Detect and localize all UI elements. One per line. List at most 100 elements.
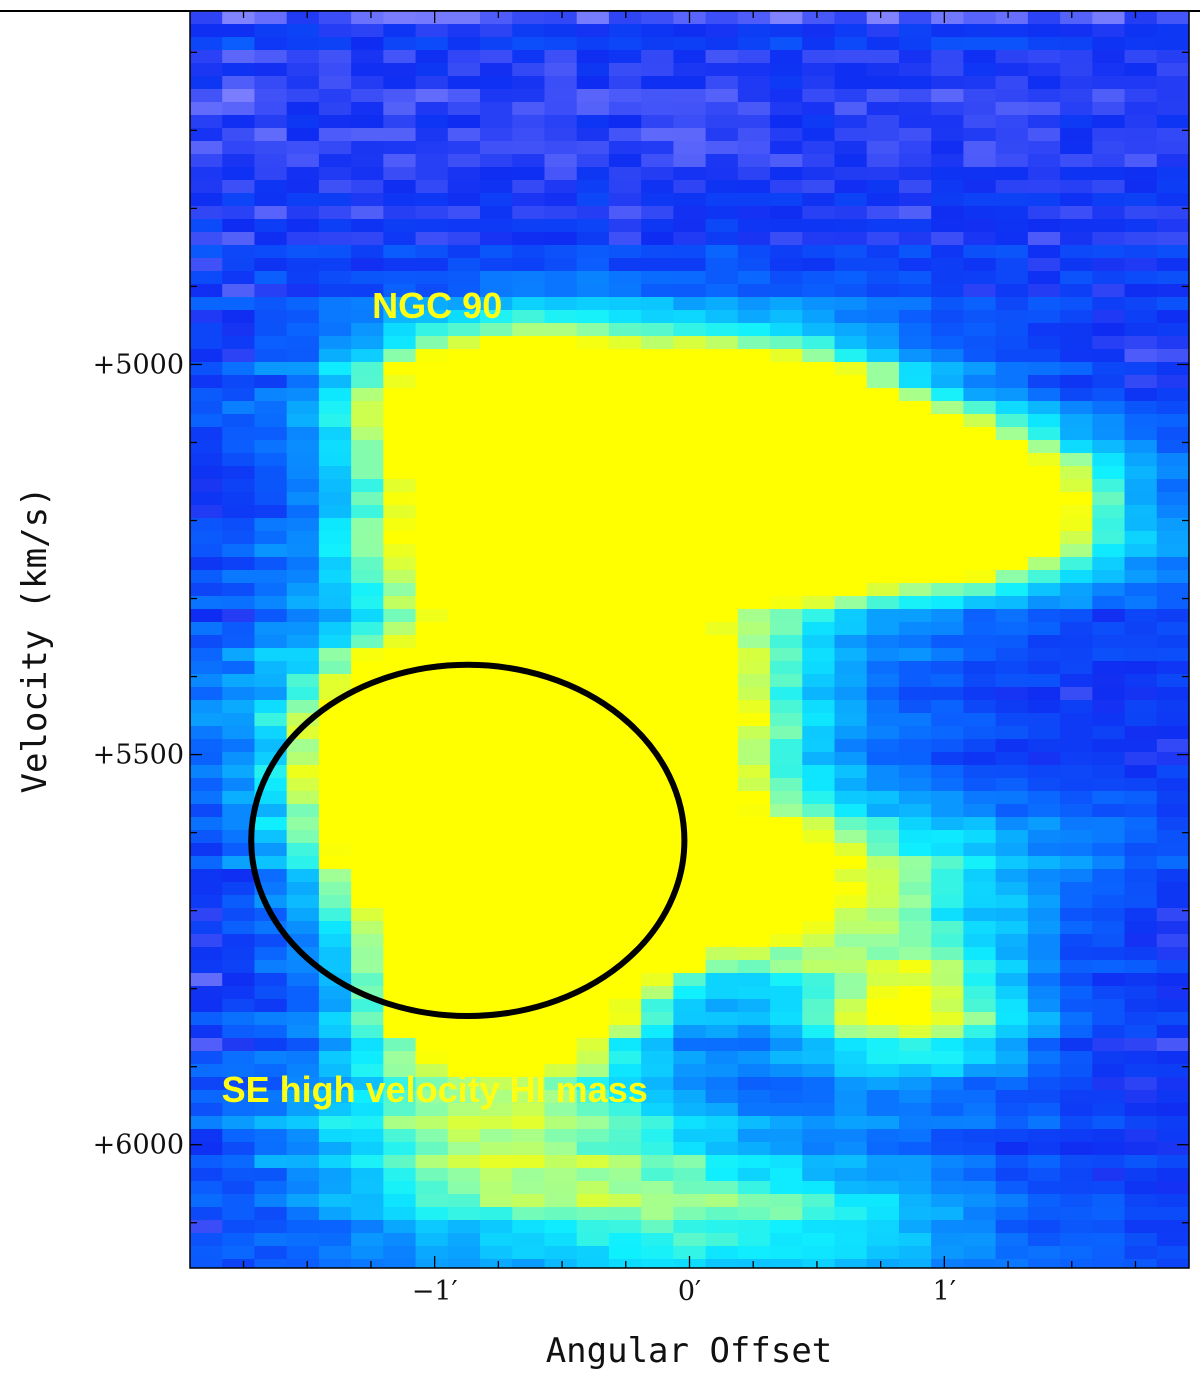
heatmap-cell	[834, 466, 868, 480]
heatmap-cell	[544, 843, 578, 857]
heatmap-cell	[608, 531, 642, 545]
heatmap-cell	[447, 167, 481, 181]
heatmap-cell	[383, 258, 417, 272]
heatmap-cell	[608, 596, 642, 610]
heatmap-cell	[866, 180, 900, 194]
heatmap-cell	[512, 1090, 546, 1104]
heatmap-cell	[770, 856, 803, 870]
heatmap-cell	[480, 1233, 513, 1247]
heatmap-cell	[898, 115, 932, 129]
heatmap-cell	[770, 310, 803, 324]
heatmap-cell	[866, 882, 900, 896]
heatmap-cell	[222, 141, 256, 155]
heatmap-cell	[1092, 661, 1126, 675]
heatmap-cell	[447, 986, 481, 1000]
heatmap-cell	[286, 622, 320, 636]
heatmap-cell	[770, 882, 803, 896]
heatmap-cell	[770, 830, 803, 844]
heatmap-cell	[1156, 1077, 1190, 1091]
heatmap-cell	[770, 1168, 803, 1182]
heatmap-cell	[737, 648, 771, 662]
heatmap-cell	[608, 24, 642, 38]
heatmap-cell	[673, 349, 707, 363]
heatmap-cell	[995, 1051, 1029, 1065]
heatmap-cell	[866, 830, 900, 844]
heatmap-cell	[318, 414, 352, 428]
heatmap-cell	[737, 739, 771, 753]
heatmap-cell	[770, 24, 803, 38]
heatmap-cell	[866, 245, 900, 259]
heatmap-cell	[1027, 570, 1061, 584]
heatmap-cell	[641, 1142, 674, 1156]
heatmap-cell	[576, 765, 610, 779]
heatmap-cell	[834, 362, 868, 376]
heatmap-cell	[544, 245, 578, 259]
heatmap-cell	[222, 154, 256, 168]
heatmap-cell	[447, 76, 481, 90]
heatmap-cell	[318, 1233, 352, 1247]
heatmap-cell	[1060, 830, 1093, 844]
heatmap-cell	[931, 1025, 965, 1039]
heatmap-cell	[318, 336, 352, 350]
heatmap-cell	[190, 674, 223, 688]
heatmap-cell	[480, 349, 513, 363]
heatmap-cell	[544, 648, 578, 662]
heatmap-cell	[705, 726, 739, 740]
heatmap-cell	[705, 258, 739, 272]
heatmap-cell	[931, 1051, 965, 1065]
heatmap-cell	[963, 37, 997, 51]
heatmap-cell	[544, 453, 578, 467]
heatmap-cell	[190, 102, 223, 116]
heatmap-cell	[1027, 466, 1061, 480]
heatmap-cell	[673, 999, 707, 1013]
heatmap-cell	[447, 1207, 481, 1221]
heatmap-cell	[383, 752, 417, 766]
heatmap-cell	[963, 648, 997, 662]
heatmap-cell	[898, 856, 932, 870]
heatmap-cell	[802, 544, 836, 558]
heatmap-cell	[190, 1090, 223, 1104]
heatmap-cell	[447, 362, 481, 376]
heatmap-cell	[608, 1220, 642, 1234]
heatmap-cell	[1060, 128, 1093, 142]
heatmap-cell	[866, 1142, 900, 1156]
heatmap-cell	[544, 336, 578, 350]
heatmap-cell	[512, 596, 546, 610]
heatmap-cell	[673, 1194, 707, 1208]
heatmap-cell	[351, 895, 384, 909]
heatmap-cell	[222, 1064, 256, 1078]
heatmap-cell	[931, 440, 965, 454]
heatmap-cell	[963, 687, 997, 701]
heatmap-cell	[222, 115, 256, 129]
heatmap-cell	[770, 895, 803, 909]
heatmap-cell	[898, 596, 932, 610]
heatmap-cell	[222, 739, 256, 753]
heatmap-cell	[447, 1103, 481, 1117]
heatmap-cell	[770, 557, 803, 571]
heatmap-cell	[286, 1103, 320, 1117]
heatmap-cell	[641, 89, 674, 103]
heatmap-cell	[866, 791, 900, 805]
heatmap-cell	[286, 765, 320, 779]
heatmap-cell	[802, 63, 836, 77]
heatmap-cell	[931, 570, 965, 584]
heatmap-cell	[254, 180, 288, 194]
heatmap-cell	[705, 310, 739, 324]
heatmap-cell	[1092, 1090, 1126, 1104]
heatmap-cell	[1060, 518, 1093, 532]
heatmap-cell	[641, 999, 674, 1013]
heatmap-cell	[512, 1025, 546, 1039]
heatmap-cell	[383, 37, 417, 51]
heatmap-cell	[415, 1103, 449, 1117]
heatmap-cell	[866, 804, 900, 818]
heatmap-cell	[770, 791, 803, 805]
heatmap-cell	[737, 1194, 771, 1208]
heatmap-cell	[770, 544, 803, 558]
heatmap-cell	[931, 648, 965, 662]
heatmap-cell	[673, 336, 707, 350]
heatmap-cell	[737, 817, 771, 831]
heatmap-cell	[995, 908, 1029, 922]
heatmap-cell	[383, 336, 417, 350]
heatmap-cell	[190, 843, 223, 857]
heatmap-cell	[1027, 37, 1061, 51]
